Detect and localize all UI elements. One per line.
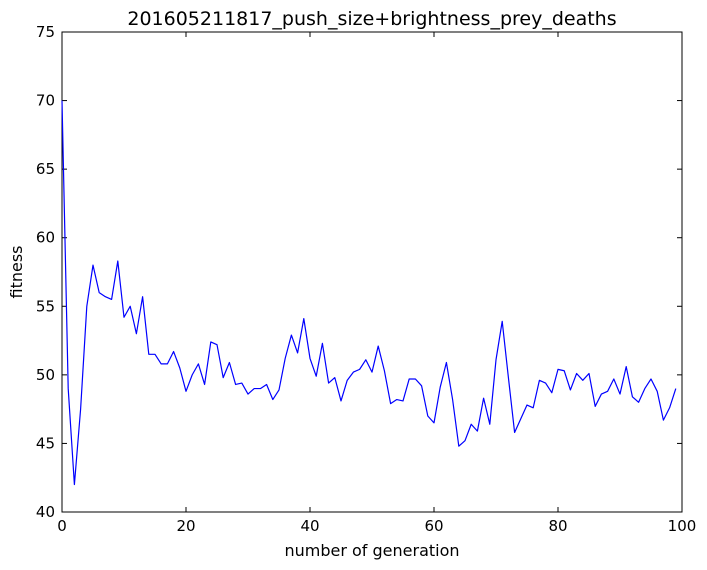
y-tick-label: 45 [36,434,55,452]
x-tick-label: 20 [176,517,195,535]
y-axis-label: fitness [7,245,26,298]
chart-title: 201605211817_push_size+brightness_prey_d… [127,8,616,30]
y-tick-label: 40 [36,503,55,521]
y-tick-label: 60 [36,229,55,247]
y-tick-label: 55 [36,297,55,315]
x-tick-label: 0 [57,517,67,535]
plot-frame [61,31,683,513]
y-tick-label: 50 [36,366,55,384]
x-tick-label: 40 [300,517,319,535]
x-tick-label: 100 [668,517,697,535]
x-axis-label: number of generation [284,541,459,560]
x-tick-label: 60 [424,517,443,535]
series-layer [61,100,677,486]
y-tick-label: 70 [36,92,55,110]
y-tick-label: 75 [36,23,55,41]
x-tick-label: 80 [548,517,567,535]
y-tick-label: 65 [36,160,55,178]
axis-ticks: 0 20 40 60 80 100 40 45 50 55 60 65 70 75 [36,23,696,535]
series-line [61,100,677,486]
